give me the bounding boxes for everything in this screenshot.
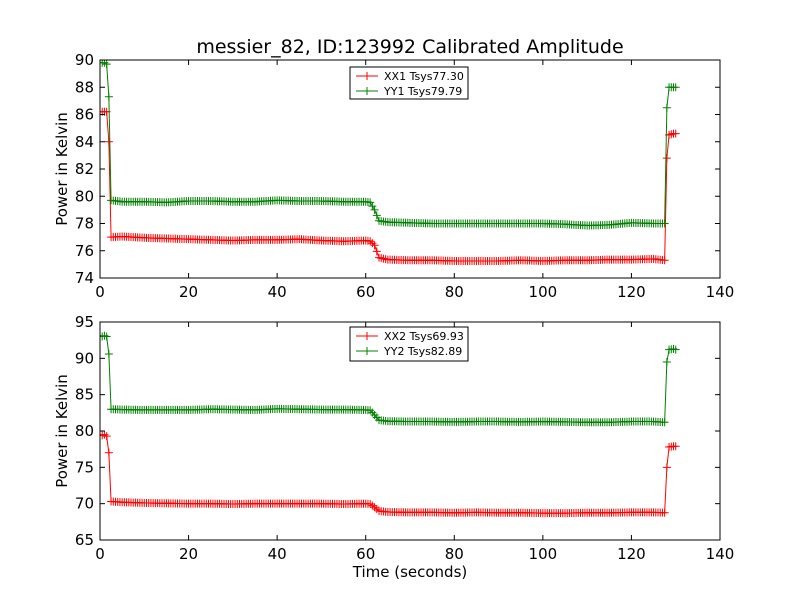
- data-point: [671, 83, 680, 92]
- legend-label-2: YY1 Tsys79.79: [383, 85, 462, 98]
- x-tick-label: 60: [356, 283, 375, 301]
- x-tick-label: 40: [268, 283, 287, 301]
- legend-marker-1: [363, 332, 371, 340]
- data-point: [372, 211, 381, 220]
- data-point: [660, 256, 669, 265]
- y-tick-label: 78: [75, 215, 94, 233]
- data-point: [104, 92, 113, 101]
- plot-area: [100, 60, 680, 265]
- x-tick-label: 60: [356, 545, 375, 563]
- data-point: [104, 448, 113, 457]
- data-point: [372, 247, 381, 256]
- legend-marker-2: [363, 87, 371, 95]
- legend: XX1 Tsys77.30 YY1 Tsys79.79: [349, 66, 469, 100]
- y-axis-label: Power in Kelvin: [53, 112, 71, 226]
- data-point: [104, 349, 113, 358]
- x-tick-label: 20: [179, 545, 198, 563]
- y-tick-label: 95: [75, 313, 94, 331]
- chart-title: messier_82, ID:123992 Calibrated Amplitu…: [196, 36, 623, 58]
- x-tick-label: 120: [617, 283, 646, 301]
- y-tick-label: 86: [75, 106, 94, 124]
- x-tick-label: 40: [268, 545, 287, 563]
- x-tick-label: 0: [95, 545, 105, 563]
- data-point: [671, 129, 680, 138]
- y-axis-label: Power in Kelvin: [53, 374, 71, 488]
- x-tick-label: 80: [445, 283, 464, 301]
- series-markers-1: [100, 430, 680, 518]
- plot-area: [100, 331, 680, 518]
- y-tick-label: 70: [75, 495, 94, 513]
- data-point: [671, 345, 680, 354]
- data-point: [662, 463, 671, 472]
- data-point: [660, 219, 669, 228]
- legend-label-1: XX1 Tsys77.30: [384, 70, 464, 83]
- data-point: [671, 442, 680, 451]
- data-point: [660, 418, 669, 427]
- y-tick-label: 88: [75, 78, 94, 96]
- series-markers-2: [100, 331, 680, 427]
- y-tick-label: 82: [75, 160, 94, 178]
- y-tick-label: 80: [75, 422, 94, 440]
- top-chart: messier_82, ID:123992 Calibrated Amplitu…: [53, 36, 734, 301]
- y-tick-label: 74: [75, 269, 94, 287]
- x-tick-label: 120: [617, 545, 646, 563]
- data-point: [102, 432, 111, 441]
- data-point: [662, 103, 671, 112]
- data-point: [102, 332, 111, 341]
- data-point: [370, 205, 379, 214]
- x-axis-label: Time (seconds): [352, 563, 468, 581]
- y-tick-label: 80: [75, 187, 94, 205]
- y-tick-label: 85: [75, 386, 94, 404]
- x-tick-label: 140: [706, 283, 735, 301]
- x-tick-label: 80: [445, 545, 464, 563]
- legend-box: [349, 66, 469, 100]
- y-tick-label: 65: [75, 531, 94, 549]
- legend-label-2: YY2 Tsys82.89: [383, 345, 462, 358]
- y-tick-label: 84: [75, 133, 94, 151]
- bottom-chart: Time (seconds) Power in Kelvin 0 20 40 60 80…: [53, 313, 734, 581]
- y-tick-label: 76: [75, 242, 94, 260]
- x-tick-label: 20: [179, 283, 198, 301]
- series-markers-2: [100, 60, 680, 230]
- x-tick-label: 140: [706, 545, 735, 563]
- data-point: [102, 60, 111, 69]
- legend-marker-1: [363, 72, 371, 80]
- legend-label-1: XX2 Tsys69.93: [384, 330, 464, 343]
- x-tick-label: 0: [95, 283, 105, 301]
- series-markers-1: [100, 107, 680, 265]
- x-tick-label: 100: [529, 545, 558, 563]
- data-point: [370, 241, 379, 250]
- legend: XX2 Tsys69.93 YY2 Tsys82.89: [349, 326, 469, 362]
- y-tick-label: 75: [75, 458, 94, 476]
- x-tick-label: 100: [529, 283, 558, 301]
- data-point: [662, 154, 671, 163]
- y-tick-label: 90: [75, 349, 94, 367]
- data-point: [104, 137, 113, 146]
- data-point: [662, 357, 671, 366]
- data-point: [660, 508, 669, 517]
- y-tick-label: 90: [75, 51, 94, 69]
- legend-marker-2: [363, 347, 371, 355]
- legend-box: [349, 326, 469, 362]
